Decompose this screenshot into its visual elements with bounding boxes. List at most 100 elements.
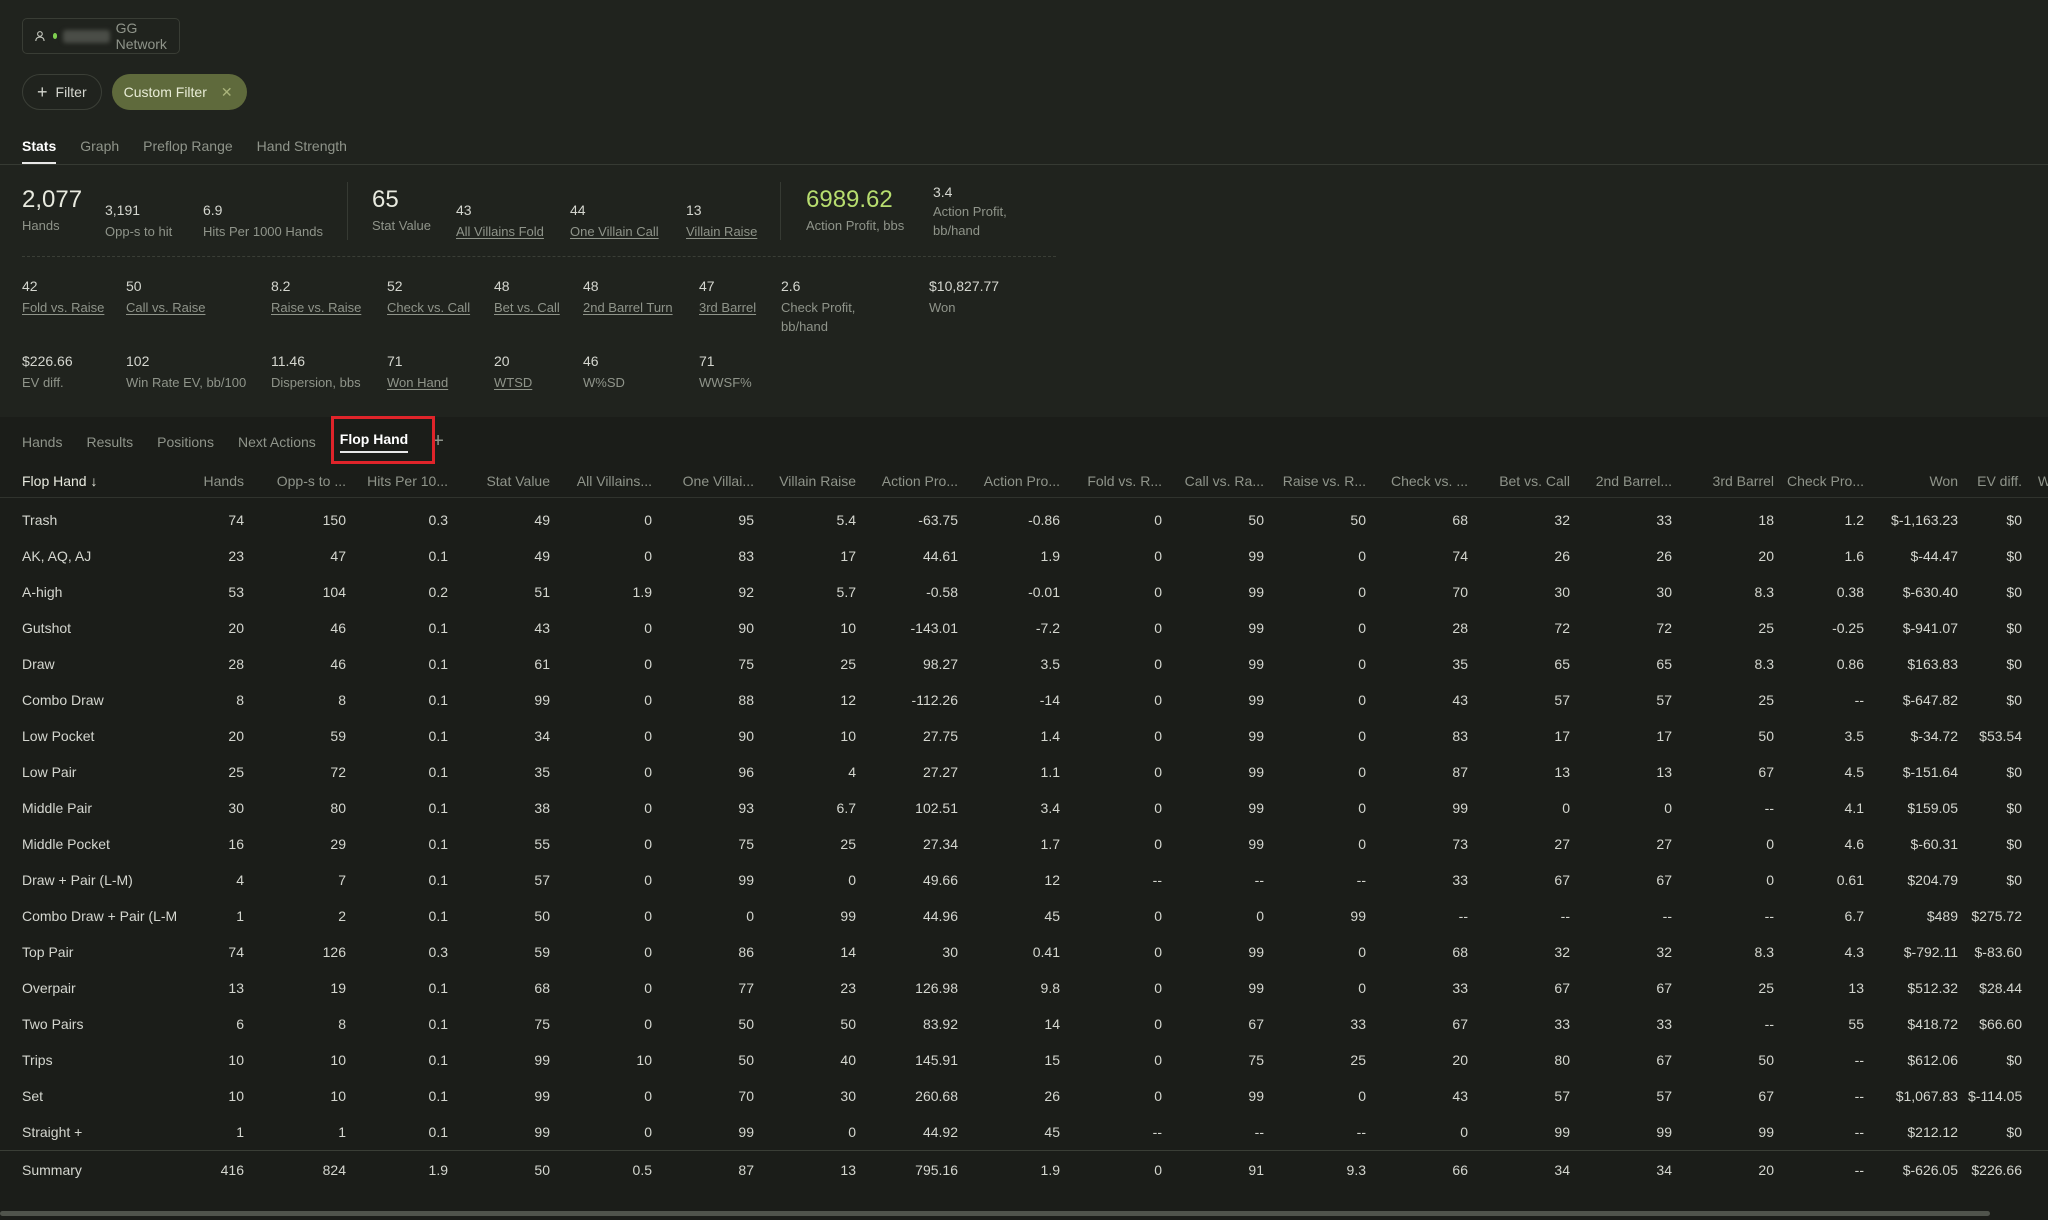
column-header[interactable]: One Villai... — [682, 473, 754, 489]
stat-value: 71 — [387, 353, 403, 369]
table-row[interactable]: Gutshot 20 46 0.1 43 0 90 10 -143.01 -7.2 0 99 0 28 72… — [0, 610, 2048, 646]
stat-label-link[interactable]: Call vs. Raise — [126, 300, 206, 315]
player-selector[interactable]: GG Network — [22, 18, 180, 54]
stat-win-rate-ev: 102 Win Rate EV, bb/100 — [126, 353, 246, 392]
table-row[interactable]: AK, AQ, AJ 23 47 0.1 49 0 83 17 44.61 1.9 0 99 0 74 26… — [0, 538, 2048, 574]
table-row[interactable]: Top Pair 74 126 0.3 59 0 86 14 30 0.41 0 99 0 68 32 32 8… — [0, 934, 2048, 970]
table-row[interactable]: Trash 74 150 0.3 49 0 95 5.4 -63.75 -0.86 0 50 50 68 3… — [0, 502, 2048, 538]
table-row[interactable]: Combo Draw + Pair (L-M) 1 2 0.1 50 0 0 99 44.96 4… — [0, 898, 2048, 934]
tab-graph[interactable]: Graph — [80, 138, 120, 154]
table-row[interactable]: Trips 10 10 0.1 99 10 50 40 145.91 15 0 75 25 20 80 67 5… — [0, 1042, 2048, 1078]
column-header[interactable]: Action Pro... — [983, 473, 1060, 489]
column-header[interactable]: EV diff. — [1977, 473, 2022, 489]
stat-label-link[interactable]: Fold vs. Raise — [22, 300, 105, 315]
tab-stats[interactable]: Stats — [22, 138, 57, 164]
table-cell: 50 — [840, 1016, 856, 1032]
column-header[interactable]: Hands — [203, 473, 244, 489]
stat-label-link[interactable]: One Villain Call — [570, 224, 659, 239]
table-row[interactable]: Middle Pocket 16 29 0.1 55 0 75 25 27.34 1.7 0 99 0 7… — [0, 826, 2048, 862]
table-cell: 1.1 — [1040, 764, 1060, 780]
table-cell: $0 — [2006, 1124, 2022, 1140]
custom-filter-chip[interactable]: Custom Filter ✕ — [111, 74, 247, 110]
stat-label-link[interactable]: Raise vs. Raise — [271, 300, 362, 315]
table-cell: 0.1 — [428, 548, 448, 564]
stat-label-link[interactable]: Bet vs. Call — [494, 300, 560, 315]
column-header[interactable]: Action Pro... — [881, 473, 958, 489]
stat-label-link[interactable]: Won Hand — [387, 375, 449, 390]
table-cell: 49 — [534, 512, 550, 528]
tab-positions[interactable]: Positions — [157, 433, 214, 450]
column-header[interactable]: Check Pro... — [1786, 473, 1864, 489]
column-header[interactable]: Hits Per 10... — [367, 473, 448, 489]
tab-next-actions[interactable]: Next Actions — [237, 433, 316, 450]
stat-hits-per-1000: 6.9 Hits Per 1000 Hands — [203, 202, 323, 241]
stat-label-link[interactable]: Check vs. Call — [387, 300, 471, 315]
stats-dotted-divider — [22, 256, 1056, 257]
table-cell: 0 — [644, 512, 652, 528]
stat-hands: 2,077 Hands — [22, 186, 82, 235]
column-header-flop-hand[interactable]: Flop Hand ↓ — [22, 473, 98, 489]
stat-label-link[interactable]: 3rd Barrel — [699, 300, 757, 315]
column-header[interactable]: 3rd Barrel — [1712, 473, 1774, 489]
table-cell: -0.25 — [1832, 620, 1864, 636]
tab-results[interactable]: Results — [86, 433, 134, 450]
table-cell: 87 — [1452, 764, 1468, 780]
table-cell: -- — [1764, 800, 1774, 816]
column-header[interactable]: Won — [1929, 473, 1958, 489]
horizontal-scrollbar[interactable] — [0, 1211, 1990, 1216]
column-header[interactable]: Call vs. Ra... — [1184, 473, 1264, 489]
tab-hands[interactable]: Hands — [22, 433, 63, 450]
tab-hand-strength[interactable]: Hand Strength — [256, 138, 347, 154]
table-row[interactable]: Low Pair 25 72 0.1 35 0 96 4 27.27 1.1 0 99 0 87 13 13 6… — [0, 754, 2048, 790]
column-header[interactable]: Check vs. ... — [1390, 473, 1468, 489]
column-header[interactable]: Stat Value — [486, 473, 550, 489]
table-cell: 43 — [1452, 1088, 1468, 1104]
column-header[interactable]: Fold vs. R... — [1087, 473, 1162, 489]
tab-preflop-range[interactable]: Preflop Range — [143, 138, 233, 154]
column-header[interactable]: Villain Raise — [779, 473, 856, 489]
main-tabs: Stats Graph Preflop Range Hand Strength — [22, 138, 347, 164]
table-cell: 5.4 — [836, 512, 856, 528]
close-icon[interactable]: ✕ — [220, 83, 233, 100]
stat-label-link[interactable]: All Villains Fold — [456, 224, 544, 239]
table-cell: 0 — [1766, 872, 1774, 888]
table-row[interactable]: Set 10 10 0.1 99 0 70 30 260.68 26 0 99 0 43 57 57 67 -- $… — [0, 1078, 2048, 1114]
add-tab-icon[interactable]: + — [432, 430, 444, 452]
table-cell-empty — [2032, 790, 2048, 826]
stat-value: 52 — [387, 278, 403, 294]
table-cell: 18 — [1758, 512, 1774, 528]
stat-label-link[interactable]: Villain Raise — [686, 224, 758, 239]
table-row[interactable]: Draw 28 46 0.1 61 0 75 25 98.27 3.5 0 99 0 35 65 65 8.3 0… — [0, 646, 2048, 682]
column-header[interactable]: Opp-s to ... — [276, 473, 346, 489]
table-cell: 10 — [840, 620, 856, 636]
table-row[interactable]: Draw + Pair (L-M) 4 7 0.1 57 0 99 0 49.66 12 -- -- -… — [0, 862, 2048, 898]
table-cell: 0 — [1358, 548, 1366, 564]
table-cell: 0 — [1664, 800, 1672, 816]
stat-2nd-barrel-turn: 48 2nd Barrel Turn — [583, 278, 673, 317]
column-header[interactable]: Raise vs. R... — [1282, 473, 1366, 489]
table-row[interactable]: Middle Pair 30 80 0.1 38 0 93 6.7 102.51 3.4 0 99 0 9… — [0, 790, 2048, 826]
table-cell: 50 — [1350, 512, 1366, 528]
plus-icon: + — [37, 82, 48, 102]
stat-label-link[interactable]: WTSD — [494, 375, 533, 390]
table-cell: 0.1 — [428, 908, 448, 924]
column-header[interactable]: Bet vs. Call — [1499, 473, 1570, 489]
column-header[interactable]: All Villains... — [576, 473, 652, 489]
row-label: Straight + — [22, 1124, 83, 1140]
table-row[interactable]: Straight + 1 1 0.1 99 0 99 0 44.92 45 -- -- -- 0 99 99 9… — [0, 1114, 2048, 1151]
table-cell: 23 — [840, 980, 856, 996]
summary-row[interactable]: Summary 416 824 1.9 50 0.5 87 13 795.16 1.9 0 91 9.3… — [0, 1150, 2048, 1189]
table-cell: -- — [1458, 908, 1468, 924]
table-row[interactable]: Low Pocket 20 59 0.1 34 0 90 10 27.75 1.4 0 99 0 83 17… — [0, 718, 2048, 754]
table-row[interactable]: A-high 53 104 0.2 51 1.9 92 5.7 -0.58 -0.01 0 99 0 70… — [0, 574, 2048, 610]
tab-flop-hand[interactable]: Flop Hand — [339, 431, 409, 453]
table-row[interactable]: Two Pairs 6 8 0.1 75 0 50 50 83.92 14 0 67 33 67 33 33 -… — [0, 1006, 2048, 1042]
table-row[interactable]: Combo Draw 8 8 0.1 99 0 88 12 -112.26 -14 0 99 0 43 57… — [0, 682, 2048, 718]
column-header[interactable]: Win — [2032, 465, 2048, 498]
table-row[interactable]: Overpair 13 19 0.1 68 0 77 23 126.98 9.8 0 99 0 33 67 6… — [0, 970, 2048, 1006]
filter-button[interactable]: + Filter — [22, 74, 102, 110]
table-cell: 90 — [738, 620, 754, 636]
column-header[interactable]: 2nd Barrel... — [1595, 473, 1672, 489]
flop-hand-table: Flop Hand ↓ Hands Opp-s to ... Hits Per 10.… — [0, 465, 2048, 1189]
stat-label-link[interactable]: 2nd Barrel Turn — [583, 300, 673, 315]
